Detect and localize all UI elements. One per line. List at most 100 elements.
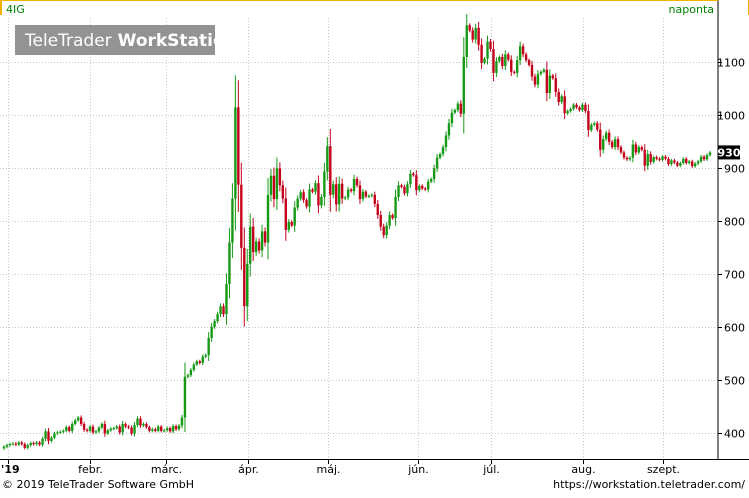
candle: [73, 418, 77, 426]
candle: [299, 189, 302, 201]
candle: [269, 169, 273, 202]
candle: [610, 139, 614, 149]
candle: [649, 151, 652, 165]
candle: [148, 425, 151, 433]
candle: [569, 107, 572, 113]
candle: [358, 180, 362, 204]
candle: [412, 172, 415, 177]
candle: [204, 353, 207, 359]
candle: [171, 424, 175, 434]
candle: [708, 150, 712, 157]
candle: [545, 61, 549, 102]
candle: [602, 135, 605, 154]
candle: [121, 420, 124, 436]
symbol-label: 4IG: [6, 3, 25, 16]
candle: [655, 155, 658, 161]
candle: [231, 183, 234, 258]
last-price-marker: 930: [718, 145, 741, 160]
x-axis: '19 febr. márc. ápr. máj. jún. júl. aug. szept.: [1, 459, 680, 476]
candle: [572, 103, 575, 111]
x-tick-label: jún.: [407, 463, 429, 476]
candle: [637, 145, 641, 155]
candle: [165, 426, 169, 432]
candle: [625, 156, 629, 161]
candle: [397, 181, 400, 202]
candle: [415, 170, 418, 196]
candle: [296, 195, 299, 211]
candle: [421, 184, 424, 191]
candle: [658, 157, 661, 162]
candle: [266, 178, 270, 260]
candle: [699, 154, 703, 164]
y-tick-label: 600: [724, 322, 745, 335]
candle: [302, 189, 305, 203]
x-tick-label: máj.: [316, 463, 340, 476]
candle: [47, 428, 50, 445]
candle: [527, 58, 531, 67]
candle: [409, 169, 412, 188]
candle: [560, 94, 563, 105]
y-tick-label: 700: [724, 269, 745, 282]
candle: [151, 427, 154, 433]
candle: [314, 180, 317, 195]
candle: [263, 227, 267, 247]
candle: [76, 415, 80, 422]
candle: [14, 441, 18, 447]
candle: [492, 40, 495, 82]
candle: [486, 35, 489, 65]
candle: [604, 130, 608, 142]
candle: [566, 109, 569, 115]
x-tick-label: ápr.: [238, 463, 259, 476]
candle: [127, 425, 130, 430]
watermark-logo: TeleTrader WorkStation: [15, 25, 237, 55]
source-url-link[interactable]: https://workstation.teletrader.com/: [553, 478, 745, 491]
candle: [693, 161, 697, 168]
candle: [596, 121, 599, 132]
candle: [507, 52, 510, 62]
candle: [634, 141, 638, 156]
candle: [225, 273, 228, 325]
candle: [23, 442, 26, 450]
candle: [109, 427, 112, 432]
x-tick-label: júl.: [482, 463, 500, 476]
candle: [370, 193, 374, 198]
y-tick-label: 500: [724, 375, 745, 388]
candle: [53, 431, 56, 440]
candle: [373, 191, 376, 208]
candle: [11, 441, 15, 446]
y-tick-label: 900: [724, 163, 745, 176]
candle: [329, 128, 332, 212]
candle: [542, 68, 546, 74]
candle: [622, 150, 626, 160]
candle: [510, 55, 513, 77]
candle: [471, 27, 474, 43]
candle: [112, 426, 115, 431]
candle: [661, 155, 664, 162]
candle: [477, 21, 480, 51]
candle: [130, 425, 133, 436]
candle: [142, 422, 145, 428]
candle: [338, 176, 341, 212]
candle: [320, 194, 323, 209]
candle: [246, 248, 249, 322]
candle: [682, 157, 685, 165]
x-tick-label: febr.: [78, 463, 103, 476]
candle: [29, 441, 32, 447]
candle: [332, 180, 335, 199]
candle: [593, 121, 596, 127]
candle: [667, 156, 670, 166]
candle: [62, 429, 65, 434]
candle: [426, 178, 430, 193]
candle: [311, 187, 314, 194]
candle: [388, 211, 391, 230]
candle: [539, 70, 543, 76]
candle: [590, 122, 593, 133]
candle: [521, 43, 525, 58]
candle: [174, 424, 178, 431]
candle: [619, 145, 623, 155]
candle: [68, 425, 71, 433]
candle: [192, 362, 196, 372]
candle: [162, 428, 166, 433]
interval-label[interactable]: naponta: [669, 3, 714, 16]
